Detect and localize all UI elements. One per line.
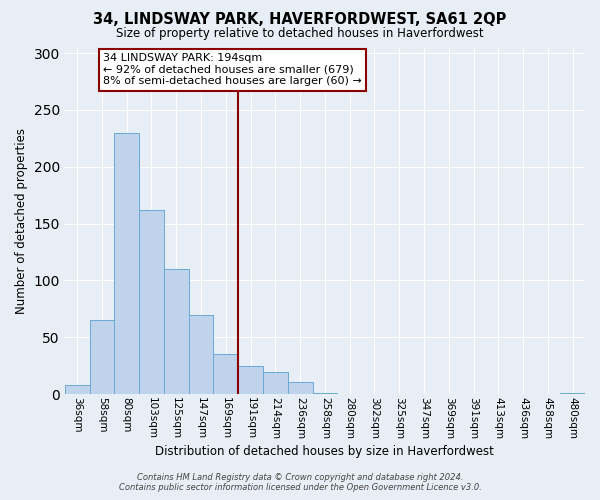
Bar [164,269,188,394]
Bar [263,372,288,394]
X-axis label: Distribution of detached houses by size in Haverfordwest: Distribution of detached houses by size … [155,444,494,458]
Y-axis label: Number of detached properties: Number of detached properties [15,128,28,314]
Bar [115,132,139,394]
Bar [89,320,115,394]
Bar [65,385,89,394]
Text: Size of property relative to detached houses in Haverfordwest: Size of property relative to detached ho… [116,28,484,40]
Text: 34 LINDSWAY PARK: 194sqm
← 92% of detached houses are smaller (679)
8% of semi-d: 34 LINDSWAY PARK: 194sqm ← 92% of detach… [103,53,362,86]
Bar [560,393,585,394]
Text: 34, LINDSWAY PARK, HAVERFORDWEST, SA61 2QP: 34, LINDSWAY PARK, HAVERFORDWEST, SA61 2… [94,12,506,28]
Bar [214,354,238,394]
Bar [288,382,313,394]
Bar [313,393,337,394]
Bar [238,366,263,394]
Bar [139,210,164,394]
Text: Contains HM Land Registry data © Crown copyright and database right 2024.
Contai: Contains HM Land Registry data © Crown c… [119,473,481,492]
Bar [188,314,214,394]
